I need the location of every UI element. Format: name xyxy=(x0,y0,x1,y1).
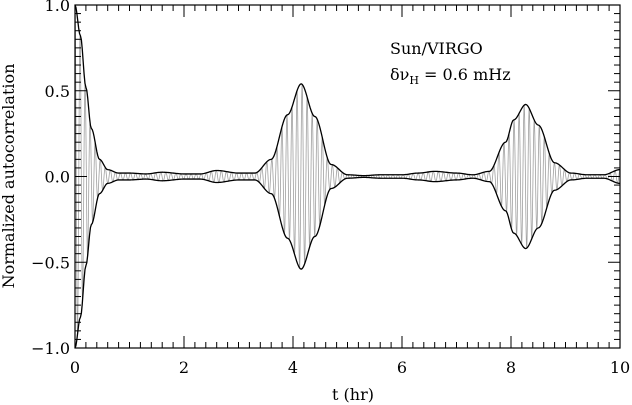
annotation-source: Sun/VIRGO xyxy=(390,39,483,58)
x-tick-label: 6 xyxy=(397,358,407,377)
envelope-series xyxy=(74,4,621,349)
x-tick-label: 4 xyxy=(288,358,298,377)
y-tick-label: 0.0 xyxy=(45,168,70,187)
y-tick-label: 0.5 xyxy=(45,82,70,101)
y-tick-label: 1.0 xyxy=(45,0,70,15)
envelope-lower-line xyxy=(74,176,621,349)
y-axis-label: Normalized autocorrelation xyxy=(0,64,18,289)
tick-labels: 0 2 4 6 8 10 −1.0 −0.5 0.0 0.5 1.0 xyxy=(31,0,630,377)
annotation-linewidth: δνH = 0.6 mHz xyxy=(390,65,511,87)
envelope-upper-line xyxy=(74,4,621,177)
x-tick-label: 0 xyxy=(70,358,80,377)
oscillation-line xyxy=(74,4,621,335)
x-axis-label: t (hr) xyxy=(332,385,374,404)
oscillation-series xyxy=(74,4,621,335)
y-tick-label: −0.5 xyxy=(31,253,70,272)
x-tick-label: 8 xyxy=(506,358,516,377)
x-tick-label: 10 xyxy=(610,358,630,377)
x-tick-label: 2 xyxy=(179,358,189,377)
plot-frame xyxy=(74,4,621,349)
y-tick-label: −1.0 xyxy=(31,339,70,358)
